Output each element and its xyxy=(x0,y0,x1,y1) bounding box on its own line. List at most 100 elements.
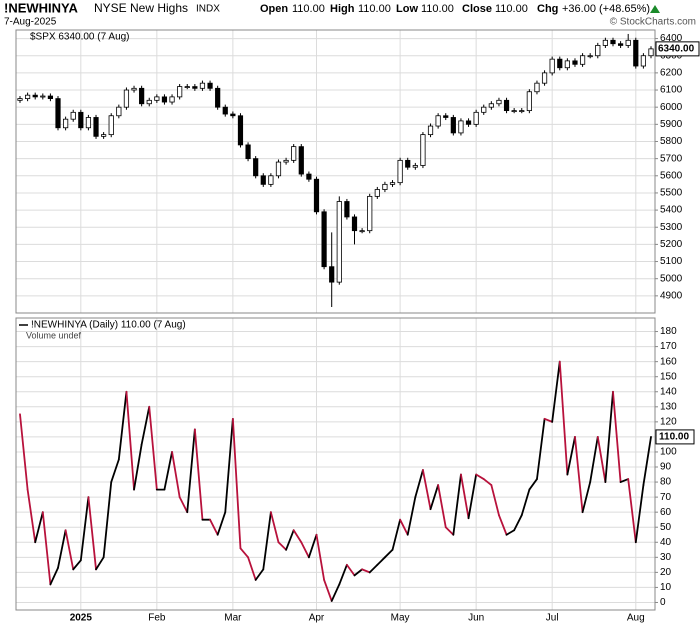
candle-body xyxy=(85,117,92,129)
candle-body xyxy=(503,99,510,112)
candle-body xyxy=(336,201,342,283)
line-segment xyxy=(34,511,44,544)
candle-body xyxy=(526,91,532,112)
candle-body xyxy=(230,113,236,117)
line-segment xyxy=(26,488,37,544)
y-tick-label: 70 xyxy=(660,492,672,503)
candle-body xyxy=(640,55,646,67)
y-tick-label: 100 xyxy=(660,447,677,458)
line-segment xyxy=(414,469,424,499)
candle-body xyxy=(519,110,525,113)
candle-body xyxy=(382,183,388,190)
candle-body xyxy=(344,201,350,218)
panel-frame xyxy=(15,317,656,611)
x-tick-label: Mar xyxy=(224,613,242,624)
candle-body xyxy=(146,99,152,105)
candle-body xyxy=(93,117,99,137)
line-segment xyxy=(323,578,333,602)
candle-body xyxy=(397,159,403,184)
candle-body xyxy=(47,95,54,100)
line-segment xyxy=(460,473,470,520)
candle-body xyxy=(541,72,548,84)
y-tick-label: 6100 xyxy=(660,85,683,96)
line-segment xyxy=(444,526,455,536)
line-segment xyxy=(520,488,531,517)
line-segment xyxy=(558,360,569,476)
candle-body xyxy=(139,87,145,105)
low: 110.00 xyxy=(421,3,454,15)
candle-body xyxy=(549,58,555,74)
candle-body xyxy=(207,82,213,89)
y-tick-label: 90 xyxy=(660,462,672,473)
legend: $SPX 6340.00 (7 Aug) xyxy=(30,32,130,43)
candle-body xyxy=(564,60,570,69)
y-tick-label: 150 xyxy=(660,371,677,382)
candle-body xyxy=(268,175,274,185)
panel-frame xyxy=(15,29,656,314)
candle-body xyxy=(313,178,320,213)
line-segment xyxy=(551,360,561,423)
candle-body xyxy=(55,98,61,129)
line-segment xyxy=(604,390,614,483)
y-tick-label: 0 xyxy=(660,597,666,608)
candle-body xyxy=(192,86,198,89)
candle-body xyxy=(253,158,259,177)
high: 110.00 xyxy=(358,3,391,15)
line-segment xyxy=(475,473,485,480)
candle-body xyxy=(405,159,411,168)
candle-body xyxy=(595,45,601,57)
y-tick-label: 6400 xyxy=(660,33,683,44)
open-label: Open xyxy=(260,3,288,15)
y-tick-label: 5900 xyxy=(660,119,683,130)
line-segment xyxy=(254,568,265,581)
x-tick-label: Jun xyxy=(468,613,484,624)
candle-body xyxy=(617,43,624,46)
x-tick-label: May xyxy=(391,613,410,624)
candle-body xyxy=(389,182,396,185)
line-segment xyxy=(619,478,630,483)
line-segment xyxy=(110,458,120,483)
line-segment xyxy=(513,514,523,532)
y-tick-label: 20 xyxy=(660,567,672,578)
symbol: !NEWHINYA xyxy=(4,0,79,15)
line-segment xyxy=(452,473,462,536)
candle-body xyxy=(496,99,502,105)
line-segment xyxy=(528,478,538,491)
candle-body xyxy=(199,82,206,89)
line-segment xyxy=(596,436,607,483)
line-segment xyxy=(216,511,227,536)
line-segment xyxy=(72,559,82,571)
candle-body xyxy=(633,39,639,67)
candle-body xyxy=(260,175,266,185)
line-segment xyxy=(262,511,272,571)
line-segment xyxy=(125,390,135,491)
line-segment xyxy=(64,529,75,571)
line-segment xyxy=(437,484,447,529)
y-tick-label: 30 xyxy=(660,552,672,563)
y-tick-label: 5300 xyxy=(660,222,683,233)
candle-body xyxy=(329,266,335,283)
candle-body xyxy=(222,106,228,115)
candle-body xyxy=(169,96,175,103)
candle-body xyxy=(625,39,631,46)
candle-body xyxy=(450,117,456,134)
y-tick-label: 5000 xyxy=(660,273,683,284)
line-segment xyxy=(148,405,158,491)
line-segment xyxy=(277,541,287,551)
y-tick-label: 160 xyxy=(660,356,677,367)
line-segment xyxy=(163,451,173,491)
y-tick-label: 5500 xyxy=(660,188,683,199)
candle-body xyxy=(63,118,69,129)
exchange: INDX xyxy=(196,4,220,15)
candle-body xyxy=(40,95,46,98)
line-segment xyxy=(627,478,637,544)
y-tick-label: 130 xyxy=(660,401,677,412)
line-segment xyxy=(102,481,113,559)
candle-body xyxy=(154,96,160,101)
line-segment xyxy=(612,390,622,483)
high-label: High xyxy=(330,3,355,15)
symbol-name: NYSE New Highs xyxy=(94,1,188,15)
line-segment xyxy=(490,484,500,517)
line-segment xyxy=(269,511,280,544)
line-segment xyxy=(300,541,310,559)
